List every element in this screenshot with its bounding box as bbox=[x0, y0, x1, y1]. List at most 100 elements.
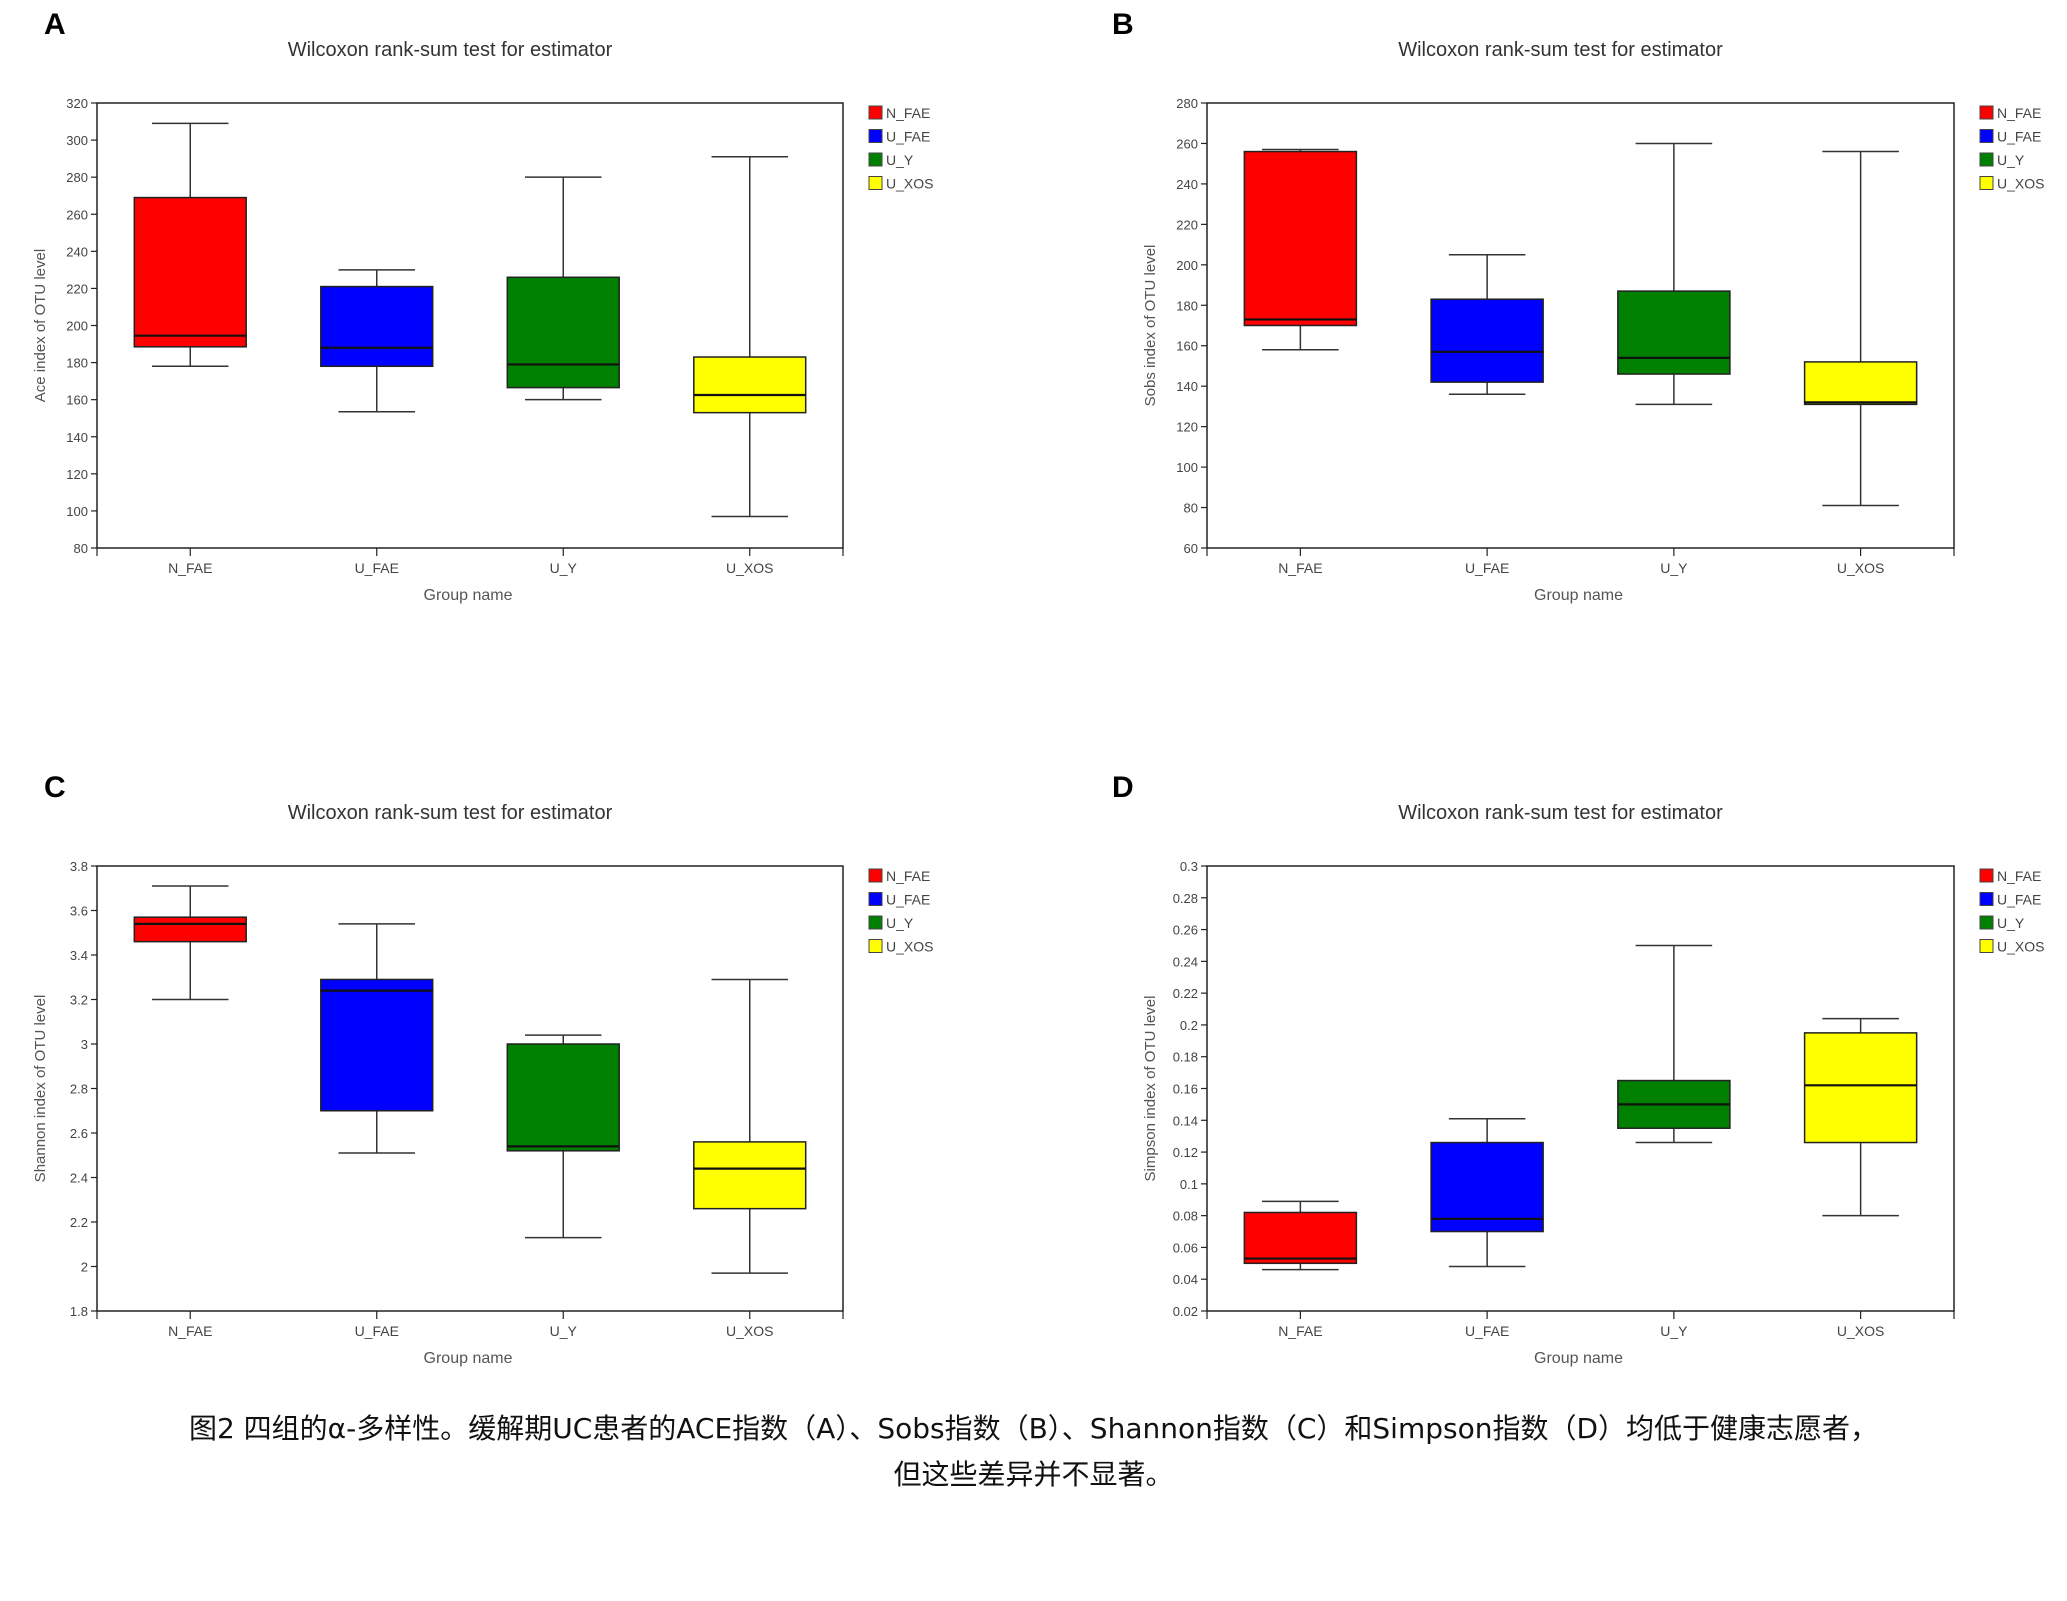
y-axis-label: Ace index of OTU level bbox=[32, 249, 49, 402]
panel-c: C Wilcoxon rank-sum test for estimator 1.… bbox=[0, 763, 1000, 1383]
legend-label: U_FAE bbox=[1997, 129, 2041, 145]
legend-label: U_Y bbox=[1997, 152, 2025, 168]
y-tick-label: 0.04 bbox=[1173, 1272, 1198, 1287]
y-tick-label: 260 bbox=[66, 207, 88, 222]
legend-label: N_FAE bbox=[886, 868, 930, 884]
box-iqr bbox=[506, 1043, 620, 1152]
y-tick-label: 0.1 bbox=[1180, 1177, 1198, 1192]
x-tick-label: U_Y bbox=[1660, 560, 1688, 576]
box-iqr bbox=[1430, 298, 1544, 383]
caption-line-2: 但这些差异并不显著。 bbox=[893, 1458, 1174, 1491]
y-tick-label: 60 bbox=[1184, 541, 1198, 556]
x-tick-label: N_FAE bbox=[168, 1323, 212, 1339]
y-tick-label: 240 bbox=[1176, 177, 1198, 192]
y-axis-label: Simpson index of OTU level bbox=[1142, 996, 1159, 1182]
y-tick-label: 220 bbox=[66, 281, 88, 296]
x-tick-label: N_FAE bbox=[1278, 560, 1322, 576]
legend-swatch bbox=[868, 129, 883, 143]
box-u-xos bbox=[1803, 150, 1918, 507]
y-tick-label: 160 bbox=[66, 393, 88, 408]
box-u-xos bbox=[693, 978, 807, 1274]
box-u-y bbox=[1617, 944, 1731, 1144]
box-iqr bbox=[1243, 1211, 1358, 1265]
legend-swatch bbox=[1979, 915, 1994, 930]
caption-line-1: 图2 四组的α-多样性。缓解期UC患者的ACE指数（A）、Sobs指数（B）、S… bbox=[188, 1412, 1879, 1445]
y-tick-label: 240 bbox=[66, 244, 88, 259]
box-iqr bbox=[693, 356, 807, 414]
y-tick-label: 280 bbox=[1176, 96, 1198, 111]
legend-swatch bbox=[868, 105, 883, 120]
y-tick-label: 140 bbox=[66, 430, 88, 445]
box-u-fae bbox=[320, 923, 434, 1154]
y-axis-label: Sobs index of OTU level bbox=[1142, 245, 1159, 407]
y-tick-label: 3 bbox=[81, 1037, 88, 1052]
box-n-fae bbox=[1243, 148, 1358, 351]
y-tick-label: 100 bbox=[66, 504, 88, 519]
box-iqr bbox=[693, 1141, 807, 1210]
legend-label: N_FAE bbox=[886, 105, 930, 121]
x-tick-label: U_XOS bbox=[726, 1323, 773, 1339]
y-tick-label: 80 bbox=[1184, 501, 1198, 516]
legend-swatch bbox=[1979, 129, 1994, 143]
box-u-y bbox=[506, 1034, 620, 1239]
x-tick-label: U_Y bbox=[550, 560, 578, 576]
y-tick-label: 140 bbox=[1176, 379, 1198, 394]
y-tick-label: 0.22 bbox=[1173, 986, 1198, 1001]
y-tick-label: 160 bbox=[1176, 339, 1198, 354]
x-tick-label: U_Y bbox=[550, 1323, 578, 1339]
x-tick-label: U_FAE bbox=[355, 1323, 399, 1339]
y-tick-label: 200 bbox=[1176, 258, 1198, 273]
boxplot-chart: Wilcoxon rank-sum test for estimator 60 80… bbox=[1142, 39, 2044, 604]
legend-swatch bbox=[1979, 105, 1994, 120]
legend-label: U_XOS bbox=[1997, 939, 2044, 955]
box-iqr bbox=[1430, 1141, 1544, 1233]
panel-label: D bbox=[1112, 771, 1134, 804]
figure-caption: 图2 四组的α-多样性。缓解期UC患者的ACE指数（A）、Sobs指数（B）、S… bbox=[0, 1406, 2067, 1498]
y-tick-label: 0.26 bbox=[1173, 923, 1198, 938]
y-tick-label: 2.2 bbox=[70, 1215, 88, 1230]
y-tick-label: 320 bbox=[66, 96, 88, 111]
box-n-fae bbox=[133, 885, 247, 1001]
x-tick-label: U_XOS bbox=[726, 560, 773, 576]
box-u-xos bbox=[1803, 1017, 1918, 1217]
panel-d: D Wilcoxon rank-sum test for estimator 0.… bbox=[1107, 763, 2067, 1383]
legend-label: U_FAE bbox=[886, 129, 930, 145]
x-tick-label: N_FAE bbox=[168, 560, 212, 576]
box-iqr bbox=[320, 285, 434, 368]
plot-frame bbox=[1206, 102, 1955, 549]
y-tick-label: 0.18 bbox=[1173, 1050, 1198, 1065]
y-tick-label: 0.3 bbox=[1180, 859, 1198, 874]
box-u-fae bbox=[320, 269, 434, 413]
box-iqr bbox=[1243, 150, 1358, 327]
x-axis-label: Group name bbox=[1534, 1350, 1623, 1367]
legend-label: N_FAE bbox=[1997, 105, 2041, 121]
x-axis-label: Group name bbox=[1534, 587, 1623, 604]
x-tick-label: U_XOS bbox=[1837, 560, 1884, 576]
box-iqr bbox=[1803, 361, 1918, 406]
y-tick-label: 220 bbox=[1176, 217, 1198, 232]
y-tick-label: 3.6 bbox=[70, 904, 88, 919]
y-tick-label: 180 bbox=[66, 356, 88, 371]
panel-b: B Wilcoxon rank-sum test for estimator 60… bbox=[1107, 0, 2067, 620]
y-tick-label: 80 bbox=[74, 541, 88, 556]
legend-swatch bbox=[1979, 176, 1994, 190]
box-iqr bbox=[320, 978, 434, 1112]
legend-label: U_Y bbox=[886, 152, 914, 168]
panel-label: B bbox=[1112, 8, 1134, 41]
legend-swatch bbox=[868, 152, 883, 167]
y-tick-label: 200 bbox=[66, 319, 88, 334]
y-tick-label: 120 bbox=[66, 467, 88, 482]
y-tick-label: 2.6 bbox=[70, 1126, 88, 1141]
legend-swatch bbox=[1979, 868, 1994, 883]
legend-label: U_XOS bbox=[886, 176, 933, 192]
y-tick-label: 0.12 bbox=[1173, 1145, 1198, 1160]
chart-title: Wilcoxon rank-sum test for estimator bbox=[288, 39, 613, 61]
y-tick-label: 3.8 bbox=[70, 859, 88, 874]
legend-swatch bbox=[868, 892, 883, 906]
x-tick-label: U_Y bbox=[1660, 1323, 1688, 1339]
boxplot-chart: Wilcoxon rank-sum test for estimator 80 10… bbox=[32, 39, 933, 604]
box-iqr bbox=[506, 276, 620, 389]
y-tick-label: 300 bbox=[66, 133, 88, 148]
box-iqr bbox=[1617, 290, 1731, 375]
legend-swatch bbox=[868, 868, 883, 883]
